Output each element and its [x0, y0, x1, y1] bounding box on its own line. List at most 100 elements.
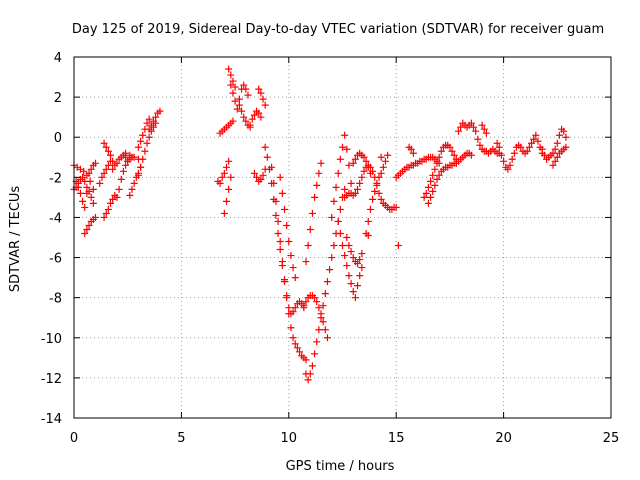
- data-point: [259, 95, 267, 103]
- y-tick-labels: 4 2 0 -2 -4 -6 -8 -10 -12 -14: [41, 51, 62, 427]
- data-point: [283, 221, 291, 229]
- data-point: [523, 147, 531, 155]
- data-point: [113, 159, 121, 167]
- data-point: [377, 195, 385, 203]
- data-point: [293, 344, 301, 352]
- data-point: [276, 246, 284, 254]
- data-point: [364, 163, 372, 171]
- data-point: [560, 127, 568, 135]
- data-point: [220, 169, 228, 177]
- plot-frame: [73, 56, 612, 419]
- data-point: [319, 302, 327, 310]
- data-point: [287, 324, 295, 332]
- data-point: [336, 205, 344, 213]
- x-tick-label: 10: [281, 431, 298, 446]
- data-point: [147, 121, 155, 129]
- data-point: [250, 169, 258, 177]
- data-point: [452, 159, 460, 167]
- data-point: [349, 159, 357, 167]
- data-point: [369, 195, 377, 203]
- data-point: [246, 121, 254, 129]
- data-point: [122, 161, 130, 169]
- data-point: [255, 109, 263, 117]
- data-point: [308, 209, 316, 217]
- data-point: [227, 173, 235, 181]
- data-point: [141, 147, 149, 155]
- data-point: [229, 89, 237, 97]
- data-point: [149, 117, 157, 125]
- data-point: [102, 209, 110, 217]
- data-point: [467, 151, 475, 159]
- data-point: [122, 149, 130, 157]
- data-point: [91, 159, 99, 167]
- data-point: [83, 225, 91, 233]
- data-point: [76, 189, 84, 197]
- data-point: [345, 272, 353, 280]
- data-point: [354, 185, 362, 193]
- data-point: [356, 256, 364, 264]
- data-point: [229, 77, 237, 85]
- data-point: [263, 153, 271, 161]
- data-point: [220, 209, 228, 217]
- data-point: [476, 141, 484, 149]
- data-point: [311, 193, 319, 201]
- data-point: [341, 131, 349, 139]
- data-point: [356, 272, 364, 280]
- data-point: [336, 155, 344, 163]
- data-point: [261, 143, 269, 151]
- data-point: [137, 137, 145, 145]
- data-point: [134, 171, 142, 179]
- y-tick-label: -10: [41, 332, 62, 347]
- data-point: [431, 181, 439, 189]
- data-point: [79, 173, 87, 181]
- data-point: [291, 274, 299, 282]
- data-point: [317, 159, 325, 167]
- data-point: [358, 264, 366, 272]
- data-point: [311, 350, 319, 358]
- data-point: [242, 117, 250, 125]
- data-point: [517, 143, 525, 151]
- data-point: [339, 242, 346, 250]
- data-point: [551, 157, 559, 165]
- data-point: [433, 159, 441, 167]
- data-point: [83, 189, 91, 197]
- data-point: [334, 217, 342, 225]
- data-point: [347, 248, 355, 256]
- data-point: [553, 139, 561, 147]
- data-point: [354, 260, 362, 268]
- data-point: [289, 308, 297, 316]
- x-axis-label: GPS time / hours: [286, 459, 395, 474]
- data-point: [79, 197, 87, 205]
- data-point: [534, 137, 542, 145]
- data-point: [223, 163, 231, 171]
- data-point: [562, 133, 570, 141]
- data-point: [134, 143, 142, 151]
- data-point: [381, 157, 389, 165]
- data-point: [145, 115, 153, 123]
- data-point: [424, 183, 432, 191]
- data-point: [100, 169, 108, 177]
- data-point: [375, 189, 383, 197]
- data-point: [83, 183, 91, 191]
- data-point: [119, 167, 127, 175]
- data-point: [343, 145, 351, 153]
- data-point: [323, 278, 331, 286]
- data-point: [218, 173, 226, 181]
- data-point: [343, 262, 351, 270]
- data-point: [470, 123, 478, 131]
- data-point: [343, 234, 351, 241]
- data-point: [409, 149, 417, 157]
- data-point: [113, 193, 121, 201]
- data-point: [300, 302, 308, 310]
- data-point: [152, 113, 160, 121]
- data-point: [435, 171, 443, 179]
- data-point: [454, 127, 462, 135]
- data-point: [379, 163, 387, 171]
- data-point: [480, 125, 488, 133]
- data-point: [360, 153, 368, 161]
- data-point: [285, 304, 293, 312]
- data-point: [296, 348, 304, 356]
- data-point: [549, 161, 557, 169]
- y-tick-label: -8: [49, 292, 62, 307]
- data-point: [317, 310, 325, 318]
